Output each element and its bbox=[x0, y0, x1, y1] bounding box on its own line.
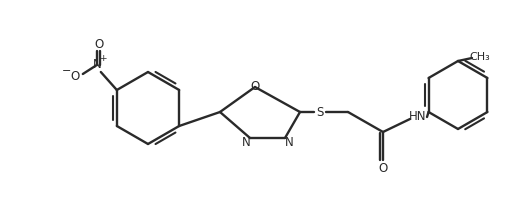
Text: N: N bbox=[242, 137, 250, 150]
Text: O: O bbox=[379, 162, 387, 174]
Text: S: S bbox=[316, 105, 324, 118]
Text: HN: HN bbox=[410, 110, 427, 123]
Text: N: N bbox=[92, 59, 101, 71]
Text: O: O bbox=[250, 80, 260, 92]
Text: CH₃: CH₃ bbox=[470, 52, 490, 62]
Text: N: N bbox=[285, 137, 293, 150]
Text: −: − bbox=[62, 66, 71, 76]
Text: O: O bbox=[70, 70, 79, 83]
Text: +: + bbox=[99, 54, 107, 62]
Text: O: O bbox=[94, 37, 103, 50]
